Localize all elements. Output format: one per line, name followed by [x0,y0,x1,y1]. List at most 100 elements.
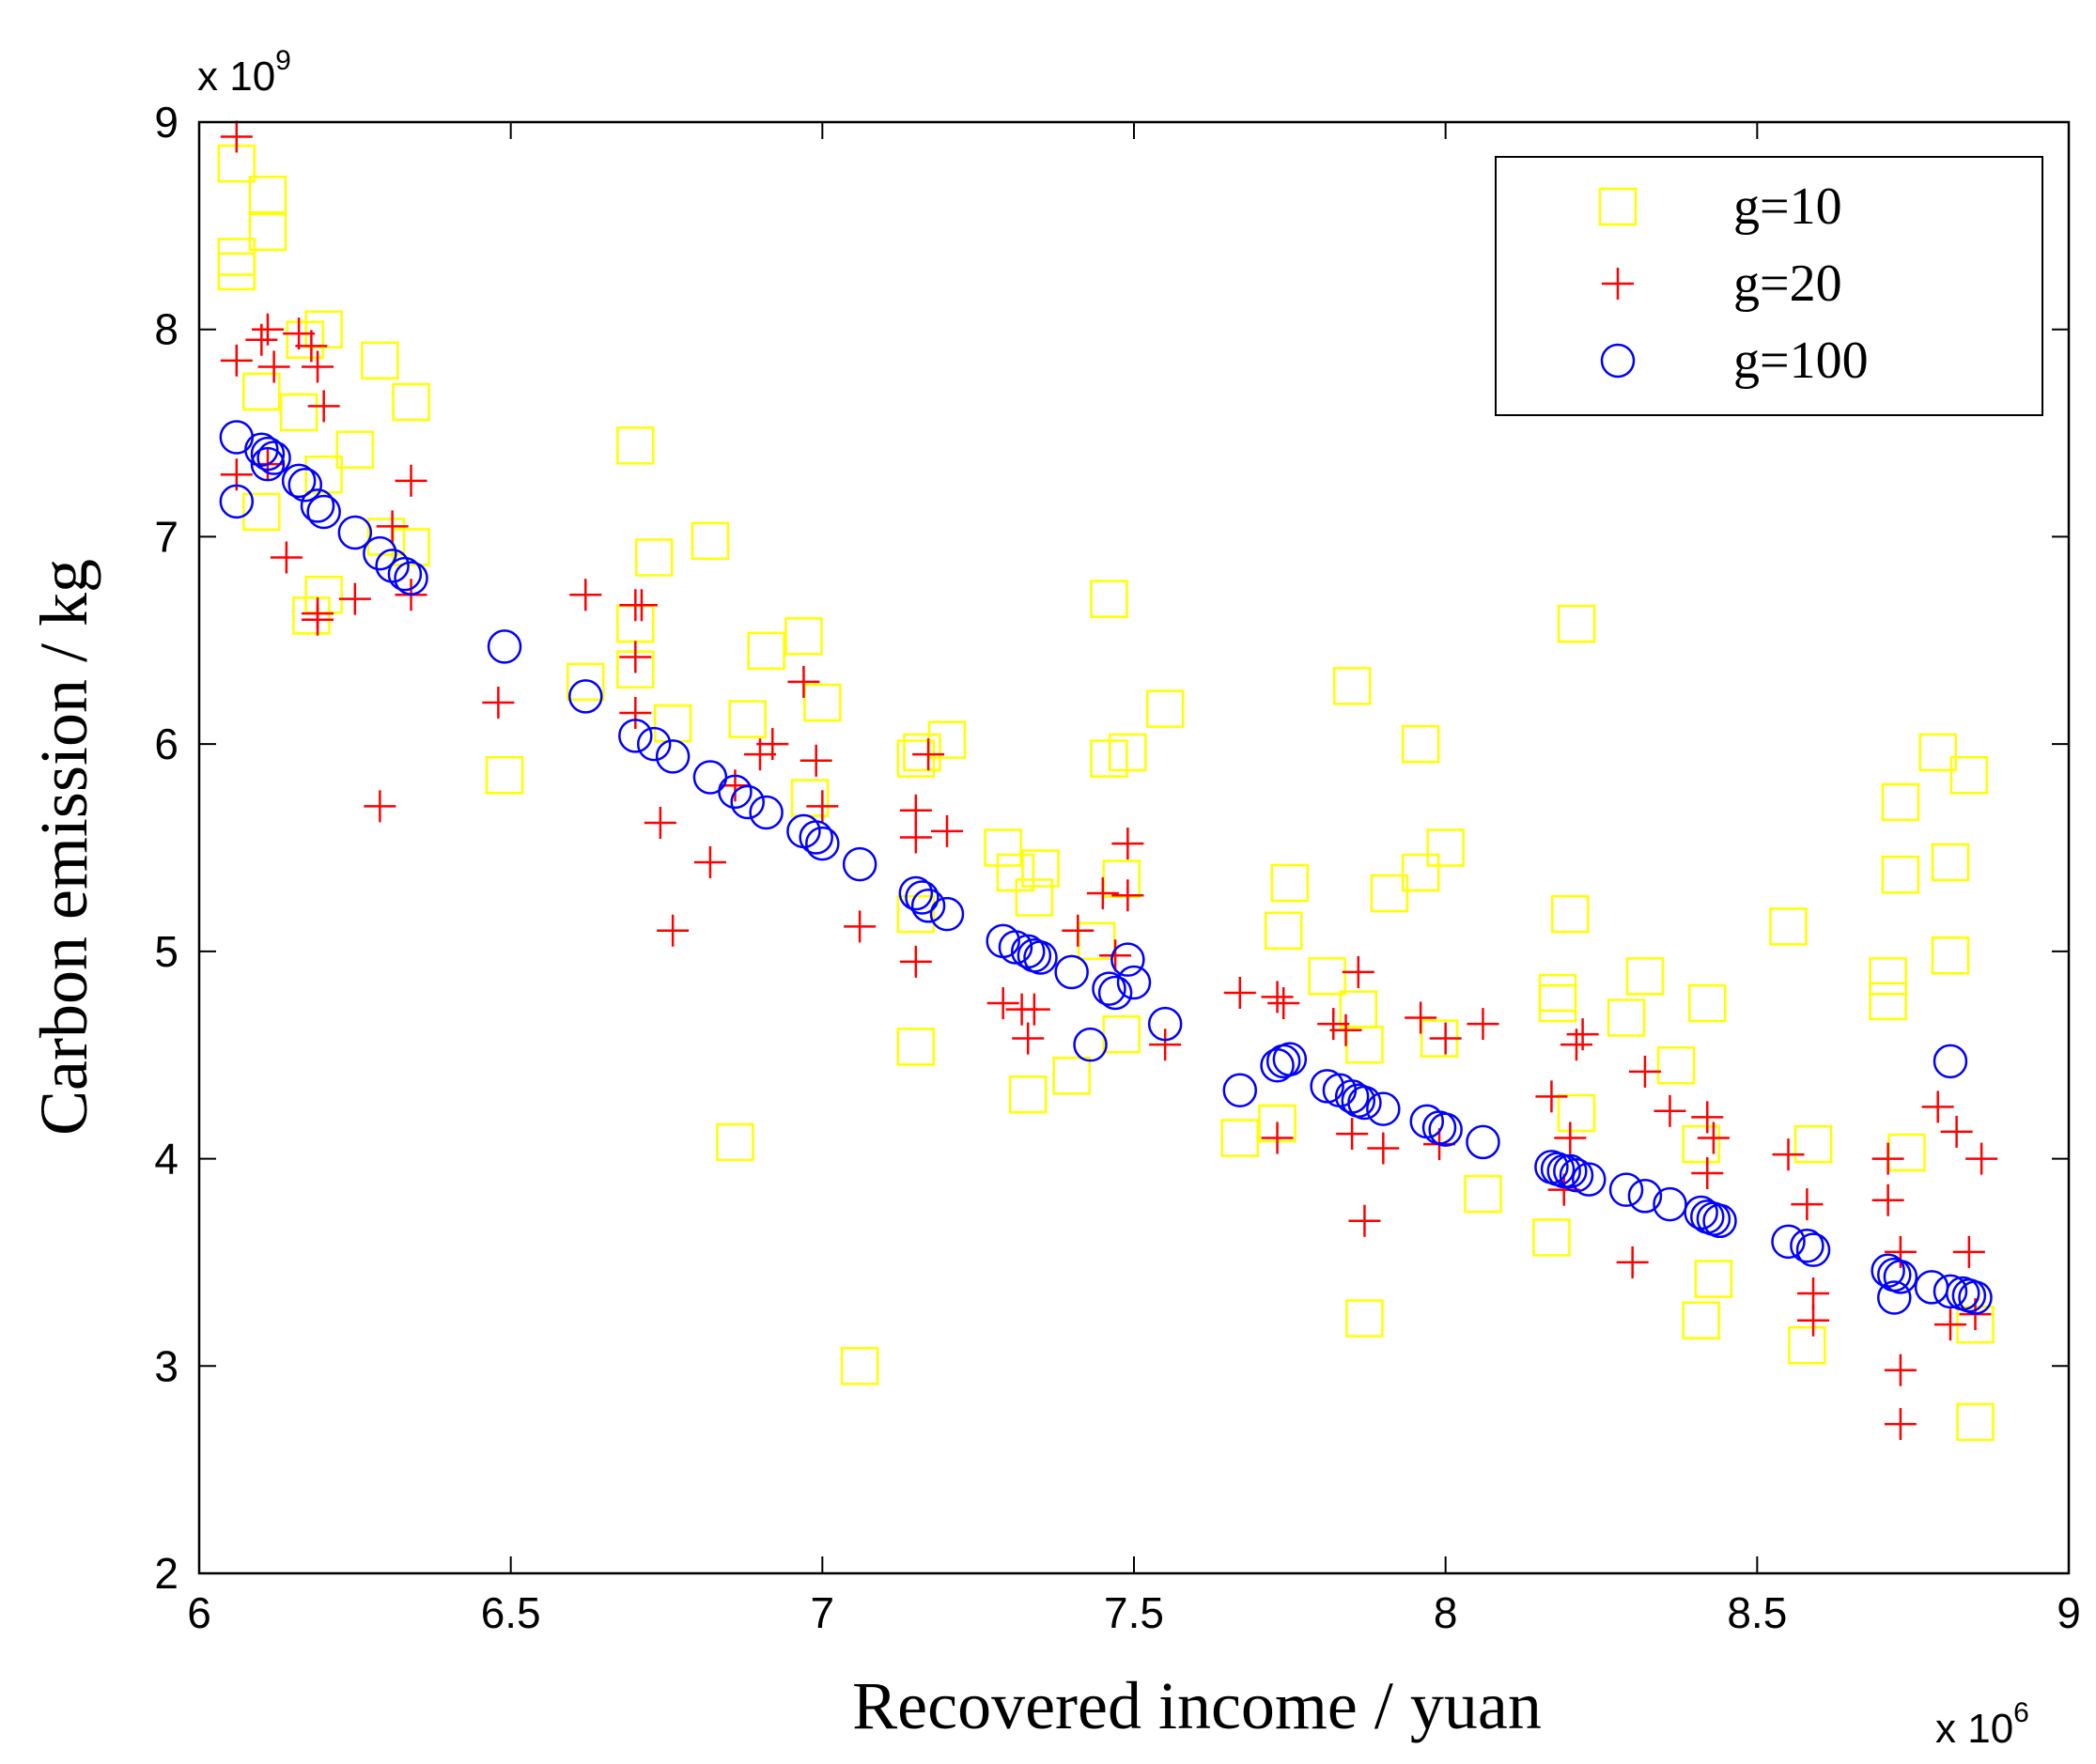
point-g20-65 [1554,1122,1587,1154]
point-g20-46 [1099,939,1132,972]
point-g20-42 [1012,1022,1045,1055]
point-g20-71 [1654,1094,1686,1127]
point-g10-78 [1682,1301,1720,1339]
legend-marker-g10 [1598,187,1638,226]
point-g10-61 [1401,724,1440,764]
point-g20-51 [1261,981,1294,1014]
point-g10-56 [1332,667,1372,705]
point-g100-10 [363,535,397,571]
point-g10-63 [1426,828,1465,867]
point-g10-90 [1949,756,1989,795]
point-g100-77 [1877,1280,1912,1315]
point-g100-37 [1054,954,1089,990]
point-g20-30 [756,728,789,761]
point-g100-40 [1110,942,1145,977]
point-g20-88 [1965,1142,1998,1175]
y-tick-label: 7 [154,512,179,561]
point-g100-31 [929,896,965,932]
point-g20-64 [1535,1080,1568,1113]
point-g20-26 [657,914,690,947]
point-g10-82 [1869,957,1907,996]
point-g10-83 [1869,982,1907,1021]
point-g20-62 [1467,1008,1499,1041]
point-g100-56 [1428,1112,1463,1147]
point-g20-32 [800,744,832,777]
point-g10-2 [217,252,256,291]
point-g20-55 [1329,1014,1362,1046]
point-g100-41 [1116,965,1152,1000]
point-g100-30 [910,889,946,923]
point-g20-49 [1149,1029,1182,1061]
legend-marker-g100 [1600,343,1636,379]
point-g100-72 [1790,1229,1824,1263]
point-g10-13 [304,455,343,494]
point-g10-21 [634,538,674,577]
point-g10-92 [1956,1402,1995,1442]
point-g100-66 [1653,1186,1687,1222]
point-g100-52 [1347,1085,1382,1121]
point-g20-47 [1111,828,1144,860]
legend-marker-g20 [1602,268,1634,300]
y-multiplier-label: x 109 [197,45,291,100]
point-g10-7 [304,310,343,348]
point-g100-62 [1559,1157,1594,1193]
point-g100-15 [487,629,522,664]
point-g10-41 [1015,878,1054,917]
point-g10-27 [747,631,785,671]
point-g100-1 [244,432,279,467]
point-g10-75 [1688,983,1727,1023]
point-g20-75 [1772,1138,1805,1171]
legend-label-g10: g=10 [1733,178,1842,236]
point-g10-34 [716,1122,754,1162]
point-g10-28 [784,617,823,656]
point-g10-76 [1682,1124,1720,1164]
point-g20-72 [1691,1101,1724,1134]
y-tick-label: 5 [154,927,179,976]
point-g100-29 [905,880,939,915]
point-g10-87 [1918,733,1957,772]
point-g10-88 [1931,843,1970,882]
point-g100-7 [300,488,335,523]
point-g20-19 [364,790,396,823]
point-g100-18 [636,726,672,762]
point-g100-27 [842,846,877,882]
point-g100-8 [306,494,341,530]
point-g20-50 [1223,977,1256,1009]
point-g100-70 [1702,1203,1737,1239]
point-g20-27 [693,845,726,878]
point-g10-38 [984,828,1022,867]
point-g10-35 [840,1347,879,1385]
point-g10-69 [1538,983,1577,1023]
point-g100-57 [1466,1124,1500,1160]
point-g20-3 [251,313,284,346]
point-g20-48 [1111,879,1144,912]
point-g100-13 [394,561,428,596]
point-g10-66 [1557,604,1596,643]
legend: g=10 g=20 g=100 [1495,156,2043,416]
point-g10-37 [896,1028,936,1066]
point-g10-29 [803,683,842,722]
y-tick-label: 9 [154,98,179,147]
point-g10-32 [903,733,941,772]
point-g20-87 [1952,1235,1985,1268]
point-g100-82 [1958,1280,1993,1315]
point-g10-10 [392,382,430,422]
x-tick-label: 9 [2057,1588,2081,1637]
point-g20-70 [1616,1246,1649,1278]
point-g20-31 [787,665,820,698]
point-g100-3 [256,441,291,475]
point-g10-65 [1464,1174,1502,1214]
point-g20-43 [1017,993,1050,1026]
point-g20-34 [844,910,877,943]
point-g10-8 [279,393,318,432]
point-g10-18 [485,756,524,795]
point-g20-54 [1317,1008,1350,1041]
y-tick-label: 8 [154,305,179,354]
point-g10-60 [1370,874,1409,913]
point-g20-15 [376,510,409,543]
point-g10-19 [567,662,605,702]
point-g10-4 [248,212,287,252]
data-points-layer [217,120,1998,1442]
point-g10-14 [366,518,406,556]
y-tick-label: 2 [154,1549,179,1598]
